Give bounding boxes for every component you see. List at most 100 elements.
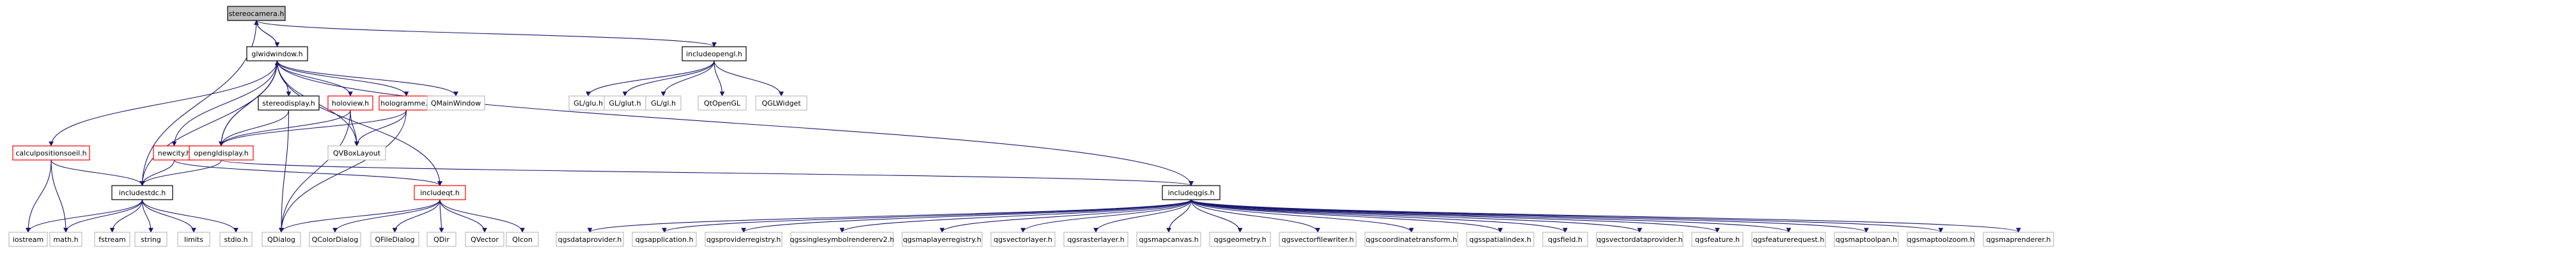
node-box-qgsapplication xyxy=(632,232,697,247)
node-qgsmaplayerregistry: qgsmaplayerregistry.h xyxy=(902,232,983,247)
node-stereodisplay[interactable]: stereodisplay.h xyxy=(258,95,320,111)
node-box-includestdc xyxy=(111,185,173,200)
node-limits: limits xyxy=(177,232,210,247)
node-label-qgsfield: qgsfield.h xyxy=(1548,235,1582,244)
node-qgsmaptoolzoom: qgsmaptoolzoom.h xyxy=(1907,232,1975,247)
node-label-qvector: QVector xyxy=(471,235,499,244)
node-box-qgsspatialindex xyxy=(1466,232,1534,247)
edge-includeopengl-to-qtopengl xyxy=(714,60,725,97)
node-stereocamera[interactable]: stereocamera.h xyxy=(227,6,286,21)
node-box-math xyxy=(49,232,82,247)
node-gl_glut: GL/glut.h xyxy=(604,95,646,111)
node-box-qvboxlayout xyxy=(327,145,386,161)
node-box-iostream xyxy=(8,232,48,247)
node-includeqgis[interactable]: includeqgis.h xyxy=(1162,185,1221,200)
node-box-qmainwindow xyxy=(426,95,485,111)
edge-stereodisplay-to-opengldisplay xyxy=(219,109,290,147)
edge-includestdc-to-iostream xyxy=(26,199,143,233)
edge-hologramme-to-qdialog xyxy=(279,109,407,233)
edge-includeqgis-to-qgsfeaturerequest xyxy=(1190,199,1791,233)
node-qdialog: QDialog xyxy=(262,232,301,247)
node-qicon: QIcon xyxy=(506,232,539,247)
node-label-qgssinglesymbolrenderer: qgssinglesymbolrendererv2.h xyxy=(790,235,894,244)
edge-includeqgis-to-qgsfield xyxy=(1190,199,1568,233)
edge-includestdc-to-stdio xyxy=(141,199,238,233)
edge-stereocamera-to-includeopengl xyxy=(256,20,717,47)
node-string: string xyxy=(134,232,168,247)
edge-includeopengl-to-gl_glu xyxy=(586,60,715,97)
node-label-qmainwindow: QMainWindow xyxy=(431,99,481,108)
node-label-qgsproviderregistry: qgsproviderregistry.h xyxy=(706,235,781,244)
node-label-gl_gl: GL/gl.h xyxy=(651,99,676,108)
node-box-includeqgis xyxy=(1162,185,1221,200)
node-label-qgsgeometry: qgsgeometry.h xyxy=(1214,235,1267,244)
edge-holoview-to-qdialog xyxy=(279,109,351,233)
node-gl_gl: GL/gl.h xyxy=(645,95,682,111)
node-opengldisplay[interactable]: opengldisplay.h xyxy=(189,145,254,161)
edge-glwidwindow-to-calculpositions xyxy=(49,60,278,147)
node-box-fstream xyxy=(94,232,130,247)
node-label-qtopengl: QtOpenGL xyxy=(704,99,741,108)
edge-calculpositions-to-includestdc xyxy=(51,159,145,186)
edge-includeqt-to-qfiledialog xyxy=(392,199,441,233)
edge-hologramme-to-qvboxlayout xyxy=(354,109,407,147)
node-box-qgsmaptoolzoom xyxy=(1907,232,1975,247)
node-qtopengl: QtOpenGL xyxy=(698,95,747,111)
edge-holoview-to-opengldisplay xyxy=(219,109,351,147)
edge-includeqt-to-qvector xyxy=(439,199,487,233)
node-hologramme[interactable]: hologramme.h xyxy=(379,95,434,111)
edge-includeqgis-to-qgsspatialindex xyxy=(1190,199,1503,233)
node-label-hologramme: hologramme.h xyxy=(380,99,432,108)
node-qvboxlayout: QVBoxLayout xyxy=(327,145,386,161)
node-box-qgsdataprovider xyxy=(556,232,624,247)
node-label-qgsvectorlayer: qgsvectorlayer.h xyxy=(994,235,1052,244)
node-box-calculpositions xyxy=(12,145,90,161)
node-box-limits xyxy=(177,232,210,247)
edge-newcity-to-includestdc xyxy=(139,159,175,186)
edge-glwidwindow-to-qmainwindow xyxy=(276,60,458,97)
node-qgsspatialindex: qgsspatialindex.h xyxy=(1466,232,1534,247)
edge-includeqt-to-qcolordialog xyxy=(332,199,441,233)
node-calculpositions[interactable]: calculpositionsoeil.h xyxy=(12,145,90,161)
edge-hologramme-to-opengldisplay xyxy=(219,109,407,147)
edge-includeqgis-to-qgscoordinatetransform xyxy=(1190,199,1414,233)
edge-glwidwindow-to-hologramme xyxy=(276,60,409,97)
node-label-holoview: holoview.h xyxy=(332,99,369,108)
node-holoview[interactable]: holoview.h xyxy=(327,95,373,111)
edge-includeqgis-to-qgsgeometry xyxy=(1190,199,1243,233)
edge-stereocamera-to-includestdc xyxy=(139,20,257,186)
node-qgsproviderregistry: qgsproviderregistry.h xyxy=(705,232,783,247)
edge-glwidwindow-to-includeqgis xyxy=(276,60,1194,186)
node-includeopengl[interactable]: includeopengl.h xyxy=(682,46,747,61)
node-qgsgeometry: qgsgeometry.h xyxy=(1209,232,1271,247)
node-box-qgsmapcanvas xyxy=(1136,232,1201,247)
edge-includeopengl-to-qglwidget xyxy=(714,60,784,97)
node-label-qglwidget: QGLWidget xyxy=(761,99,801,108)
node-label-string: string xyxy=(141,235,161,244)
node-box-qgsfield xyxy=(1542,232,1588,247)
node-qgsfeaturerequest: qgsfeaturerequest.h xyxy=(1751,232,1826,247)
node-qmainwindow: QMainWindow xyxy=(426,95,485,111)
node-label-gl_glut: GL/glut.h xyxy=(609,99,641,108)
node-label-includeqt: includeqt.h xyxy=(420,189,460,197)
node-box-qgsmaptoolpan xyxy=(1834,232,1899,247)
node-box-holoview xyxy=(327,95,373,111)
edge-newcity-to-includeqt xyxy=(173,159,442,186)
edge-includeqgis-to-qgsmaplayerregistry xyxy=(939,199,1192,233)
node-label-opengldisplay: opengldisplay.h xyxy=(194,149,248,157)
node-newcity[interactable]: newcity.h xyxy=(153,145,196,161)
edge-includeqt-to-qdir xyxy=(439,199,444,233)
node-box-qdialog xyxy=(262,232,301,247)
node-label-qgsfeaturerequest: qgsfeaturerequest.h xyxy=(1753,235,1825,244)
node-label-includestdc: includestdc.h xyxy=(119,189,166,197)
node-fstream: fstream xyxy=(94,232,130,247)
node-box-qgssinglesymbolrenderer xyxy=(790,232,894,247)
node-label-qgsmaptoolpan: qgsmaptoolpan.h xyxy=(1836,235,1897,244)
node-label-qgsmapcanvas: qgsmapcanvas.h xyxy=(1139,235,1198,244)
node-includeqt[interactable]: includeqt.h xyxy=(414,185,466,200)
node-qgsfield: qgsfield.h xyxy=(1542,232,1588,247)
node-includestdc[interactable]: includestdc.h xyxy=(111,185,173,200)
edge-includeopengl-to-gl_gl xyxy=(660,60,715,97)
edge-includeqgis-to-qgsapplication xyxy=(662,199,1192,233)
node-glwidwindow[interactable]: glwidwindow.h xyxy=(246,46,308,61)
